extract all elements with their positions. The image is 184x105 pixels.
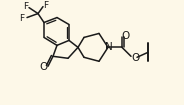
Text: O: O xyxy=(121,31,129,41)
Text: O: O xyxy=(40,62,48,72)
Text: F: F xyxy=(23,2,29,11)
Text: F: F xyxy=(20,14,24,23)
Text: N: N xyxy=(105,42,113,52)
Text: F: F xyxy=(43,1,49,10)
Text: O: O xyxy=(131,53,139,63)
